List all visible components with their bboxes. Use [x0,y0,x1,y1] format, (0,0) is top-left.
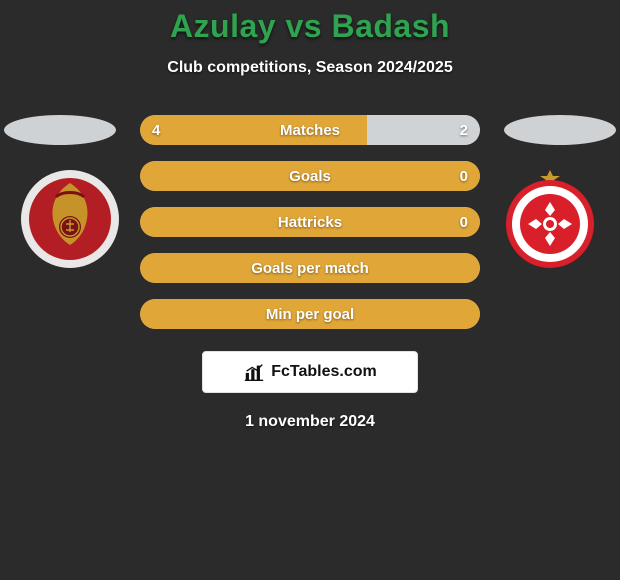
stat-bar: Hattricks0 [140,207,480,237]
date-text: 1 november 2024 [0,413,620,431]
subtitle: Club competitions, Season 2024/2025 [0,59,620,77]
club-crest-left [20,169,120,269]
stat-bars: Matches42Goals0Hattricks0Goals per match… [140,115,480,329]
bar-value-left: 4 [152,115,160,145]
page-title: Azulay vs Badash [0,0,620,45]
footer-text: FcTables.com [271,363,377,381]
bar-value-right: 2 [460,115,468,145]
bar-label: Goals [140,161,480,191]
chart-icon [243,361,265,383]
stat-bar: Goals0 [140,161,480,191]
player-shadow-left [4,115,116,145]
bar-label: Hattricks [140,207,480,237]
stat-bar: Min per goal [140,299,480,329]
club-crest-right [500,169,600,269]
player-shadow-right [504,115,616,145]
footer-badge: FcTables.com [202,351,418,393]
bar-label: Matches [140,115,480,145]
stat-bar: Matches4 2 [140,115,480,145]
comparison-stage: Matches42Goals0Hattricks0Goals per match… [0,115,620,329]
bar-value-right: 0 [460,207,468,237]
stat-bar: Goals per match [140,253,480,283]
bar-value-right: 0 [460,161,468,191]
bar-label: Min per goal [140,299,480,329]
bar-label: Goals per match [140,253,480,283]
